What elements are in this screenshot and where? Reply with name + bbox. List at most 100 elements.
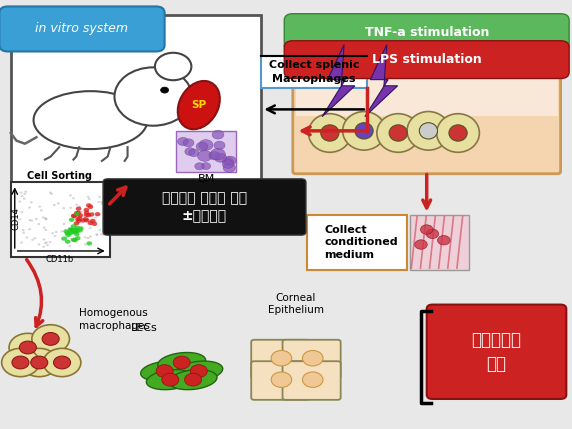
Circle shape [201,163,210,169]
Circle shape [43,239,46,241]
Circle shape [73,227,78,232]
FancyBboxPatch shape [284,14,569,51]
Circle shape [70,240,73,242]
Circle shape [44,218,47,220]
Ellipse shape [158,353,206,372]
Circle shape [209,151,220,160]
Text: CD11b: CD11b [45,255,73,264]
Circle shape [74,211,80,215]
Circle shape [19,341,37,354]
Circle shape [303,350,323,366]
Circle shape [54,356,70,369]
Circle shape [21,195,23,197]
Circle shape [81,213,84,215]
Circle shape [18,200,21,202]
Circle shape [72,197,75,199]
Circle shape [71,238,77,242]
Circle shape [20,242,23,244]
Circle shape [88,205,93,209]
Circle shape [74,232,80,236]
Circle shape [62,207,65,209]
Ellipse shape [355,123,373,139]
Text: 바이오마커
탐색: 바이오마커 탐색 [471,331,522,372]
Text: Collect splenic
Macrophages: Collect splenic Macrophages [269,60,359,84]
Circle shape [90,219,96,223]
Circle shape [22,229,25,231]
Circle shape [415,240,427,249]
Circle shape [62,223,65,225]
Circle shape [72,214,77,218]
Circle shape [65,233,71,237]
Circle shape [84,244,86,246]
Circle shape [33,237,36,239]
Circle shape [96,234,98,236]
Circle shape [94,217,97,219]
Circle shape [53,204,56,206]
Circle shape [24,190,27,193]
Ellipse shape [321,125,339,141]
Circle shape [75,218,81,222]
Circle shape [212,130,224,139]
Circle shape [23,198,26,200]
Text: LECs: LECs [130,323,157,333]
FancyBboxPatch shape [293,73,561,174]
FancyBboxPatch shape [176,131,236,172]
Circle shape [80,211,83,213]
Circle shape [72,238,78,242]
FancyBboxPatch shape [283,340,341,378]
Text: 건성안과 알러지 모델
±미세먼지: 건성안과 알러지 모델 ±미세먼지 [162,191,247,223]
Circle shape [74,229,80,233]
Text: Cell Sorting: Cell Sorting [27,171,92,181]
Circle shape [45,242,48,244]
Circle shape [98,229,101,231]
Circle shape [12,356,29,369]
Circle shape [61,236,67,241]
Ellipse shape [389,125,407,141]
Circle shape [89,227,92,229]
Circle shape [75,212,81,216]
Circle shape [155,53,192,80]
Circle shape [44,242,47,244]
Circle shape [73,229,79,233]
Circle shape [69,245,72,247]
FancyBboxPatch shape [410,214,470,270]
Text: SP: SP [191,100,206,110]
Circle shape [420,225,433,234]
Circle shape [156,365,173,378]
Circle shape [71,214,77,218]
Circle shape [37,223,40,225]
Circle shape [74,212,80,216]
Circle shape [76,206,81,211]
Circle shape [271,350,292,366]
Circle shape [102,234,105,236]
Circle shape [189,149,199,157]
Circle shape [224,156,236,165]
Circle shape [84,218,90,223]
Ellipse shape [436,114,479,152]
Ellipse shape [407,112,450,150]
Circle shape [86,213,92,217]
Circle shape [42,246,45,248]
Circle shape [97,201,100,203]
Ellipse shape [343,112,386,150]
Circle shape [92,211,94,214]
Circle shape [70,219,73,221]
FancyBboxPatch shape [284,41,569,79]
Text: Collect
conditioned
medium: Collect conditioned medium [324,225,398,260]
Circle shape [173,356,190,369]
Text: BM: BM [197,174,215,184]
Circle shape [438,236,450,245]
Circle shape [77,222,79,224]
Circle shape [40,209,43,211]
Circle shape [101,203,104,205]
Circle shape [61,230,63,233]
Circle shape [22,232,25,234]
Circle shape [84,211,89,215]
Circle shape [31,356,48,369]
Circle shape [69,228,75,232]
Circle shape [43,227,46,229]
Circle shape [86,241,92,245]
Ellipse shape [175,361,223,381]
Circle shape [223,160,234,168]
Circle shape [177,137,188,145]
